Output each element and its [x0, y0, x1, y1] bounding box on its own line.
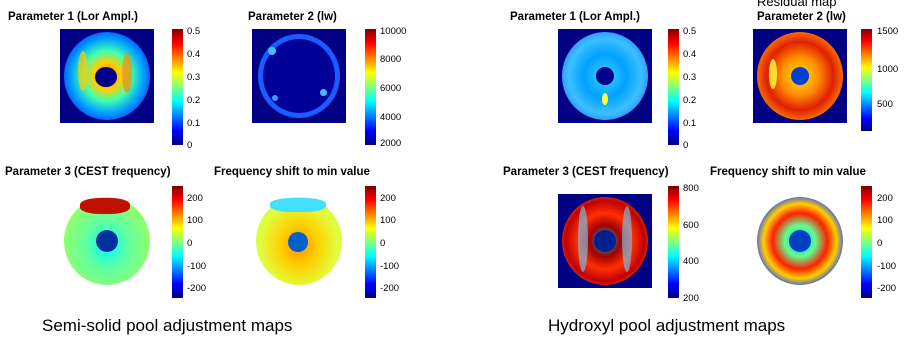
hydroxyl-p4-map — [753, 194, 847, 288]
semi-p4-tick-4: -100 — [380, 261, 400, 272]
semi-p2-colorbar — [365, 29, 376, 145]
semi-p3-tick-4: -100 — [187, 261, 207, 272]
hydroxyl-p4-colorbar — [861, 186, 872, 298]
semi-p3-title: Parameter 3 (CEST frequency) — [5, 166, 171, 178]
hydroxyl-p2-tick-2: 1000 — [877, 64, 899, 75]
semi-p2-tick-3: 6000 — [380, 83, 402, 94]
semi-p3-tick-2: 100 — [187, 215, 203, 226]
semi-solid-caption: Semi-solid pool adjustment maps — [42, 316, 293, 335]
semi-p1-tick-4: 0.2 — [187, 95, 201, 106]
semi-p4-map — [252, 194, 346, 288]
hydroxyl-overflow-title: Residual map — [757, 0, 837, 9]
semi-p1-tick-6: 0 — [187, 140, 193, 151]
semi-p1-map — [60, 29, 154, 123]
hydroxyl-p1-tick-3: 0.3 — [683, 72, 697, 83]
hydroxyl-p2-tick-1: 1500 — [877, 26, 899, 37]
hydroxyl-p4-tick-5: -200 — [877, 283, 897, 294]
hydroxyl-p4-tick-1: 200 — [877, 193, 893, 204]
hydroxyl-p1-tick-2: 0.4 — [683, 49, 697, 60]
hydroxyl-p4-tick-2: 100 — [877, 215, 893, 226]
hydroxyl-p2-colorbar — [861, 29, 872, 131]
hydroxyl-p4-tick-3: 0 — [877, 238, 883, 249]
semi-p1-tick-5: 0.1 — [187, 118, 201, 129]
hydroxyl-p4-tick-4: -100 — [877, 261, 897, 272]
semi-p1-colorbar — [172, 29, 183, 145]
hydroxyl-p3-title: Parameter 3 (CEST frequency) — [503, 166, 669, 178]
hydroxyl-p1-title: Parameter 1 (Lor Ampl.) — [510, 11, 640, 23]
hydroxyl-p1-colorbar — [668, 29, 679, 145]
hydroxyl-p4-title: Frequency shift to min value — [710, 166, 866, 178]
hydroxyl-p3-tick-1: 800 — [683, 183, 699, 194]
semi-p3-colorbar — [172, 186, 183, 298]
semi-p3-map — [60, 194, 154, 288]
semi-p3-tick-5: -200 — [187, 283, 207, 294]
hydroxyl-p3-tick-2: 600 — [683, 220, 699, 231]
semi-p1-tick-1: 0.5 — [187, 26, 201, 37]
hydroxyl-p1-map — [558, 29, 652, 123]
semi-p3-tick-1: 200 — [187, 193, 203, 204]
hydroxyl-p1-tick-1: 0.5 — [683, 26, 697, 37]
semi-p4-title: Frequency shift to min value — [214, 166, 370, 178]
semi-p3-tick-3: 0 — [187, 238, 193, 249]
semi-p2-tick-2: 8000 — [380, 54, 402, 65]
hydroxyl-p3-colorbar — [668, 186, 679, 298]
hydroxyl-p2-title: Parameter 2 (lw) — [757, 11, 846, 23]
hydroxyl-p1-tick-4: 0.2 — [683, 95, 697, 106]
hydroxyl-p1-tick-5: 0.1 — [683, 118, 697, 129]
semi-p4-tick-1: 200 — [380, 193, 396, 204]
semi-p2-map — [252, 29, 346, 123]
semi-p4-tick-5: -200 — [380, 283, 400, 294]
semi-p4-tick-3: 0 — [380, 238, 386, 249]
hydroxyl-p1-tick-6: 0 — [683, 140, 689, 151]
hydroxyl-p3-tick-3: 400 — [683, 256, 699, 267]
semi-p1-tick-2: 0.4 — [187, 49, 201, 60]
hydroxyl-p3-tick-4: 200 — [683, 293, 699, 304]
hydroxyl-p2-map — [753, 29, 847, 123]
hydroxyl-p3-map — [558, 194, 652, 288]
semi-p2-tick-1: 10000 — [380, 26, 407, 37]
semi-p2-title: Parameter 2 (lw) — [248, 11, 337, 23]
semi-p1-title: Parameter 1 (Lor Ampl.) — [8, 11, 138, 23]
semi-p2-tick-5: 2000 — [380, 138, 402, 149]
semi-p2-tick-4: 4000 — [380, 112, 402, 123]
semi-p4-tick-2: 100 — [380, 215, 396, 226]
semi-p1-tick-3: 0.3 — [187, 72, 201, 83]
semi-p4-colorbar — [365, 186, 376, 298]
hydroxyl-p2-tick-3: 500 — [877, 99, 893, 110]
hydroxyl-caption: Hydroxyl pool adjustment maps — [548, 316, 786, 335]
